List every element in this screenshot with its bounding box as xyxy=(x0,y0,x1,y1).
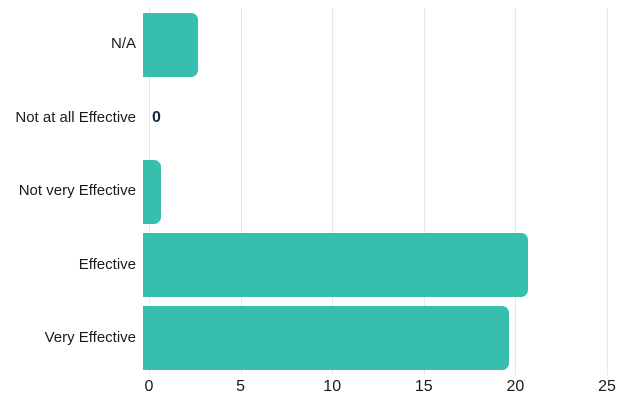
category-label: Not very Effective xyxy=(18,182,136,200)
category-label: Very Effective xyxy=(44,329,136,347)
bar-row: Not at all Effective 0 xyxy=(0,81,627,154)
x-tick-label: 25 xyxy=(598,378,616,395)
category-label: Effective xyxy=(78,255,136,273)
bar-track xyxy=(143,302,627,375)
gridline-25 xyxy=(607,8,608,375)
plot-area: N/A Not at all Effective 0 Not very Effecti… xyxy=(0,8,627,375)
x-tick-label: 5 xyxy=(236,378,246,395)
zero-value-label: 0 xyxy=(152,109,161,127)
bar[interactable] xyxy=(143,12,198,77)
bar-track xyxy=(143,8,627,81)
bar-row: Effective xyxy=(0,228,627,301)
x-axis: 0 5 10 15 20 25 xyxy=(0,378,627,400)
gridline-15 xyxy=(423,8,425,375)
gridline-10 xyxy=(332,8,334,375)
bar-track: 0 xyxy=(143,81,627,154)
bar[interactable] xyxy=(143,232,528,297)
x-tick-label: 10 xyxy=(323,378,342,395)
bar-track xyxy=(143,155,627,228)
bar-row: Not very Effective xyxy=(0,155,627,228)
bar-row: Very Effective xyxy=(0,302,627,375)
gridline-20 xyxy=(515,8,517,375)
bar[interactable] xyxy=(143,306,510,371)
bar-track xyxy=(143,228,627,301)
category-label: Not at all Effective xyxy=(15,108,136,126)
category-label: N/A xyxy=(110,35,136,53)
x-tick-label: 15 xyxy=(414,378,433,395)
x-tick-label: 20 xyxy=(506,378,525,395)
bar[interactable] xyxy=(143,159,162,224)
gridline-5 xyxy=(240,8,242,375)
bar-row: N/A xyxy=(0,8,627,81)
x-tick-label: 0 xyxy=(144,378,154,395)
